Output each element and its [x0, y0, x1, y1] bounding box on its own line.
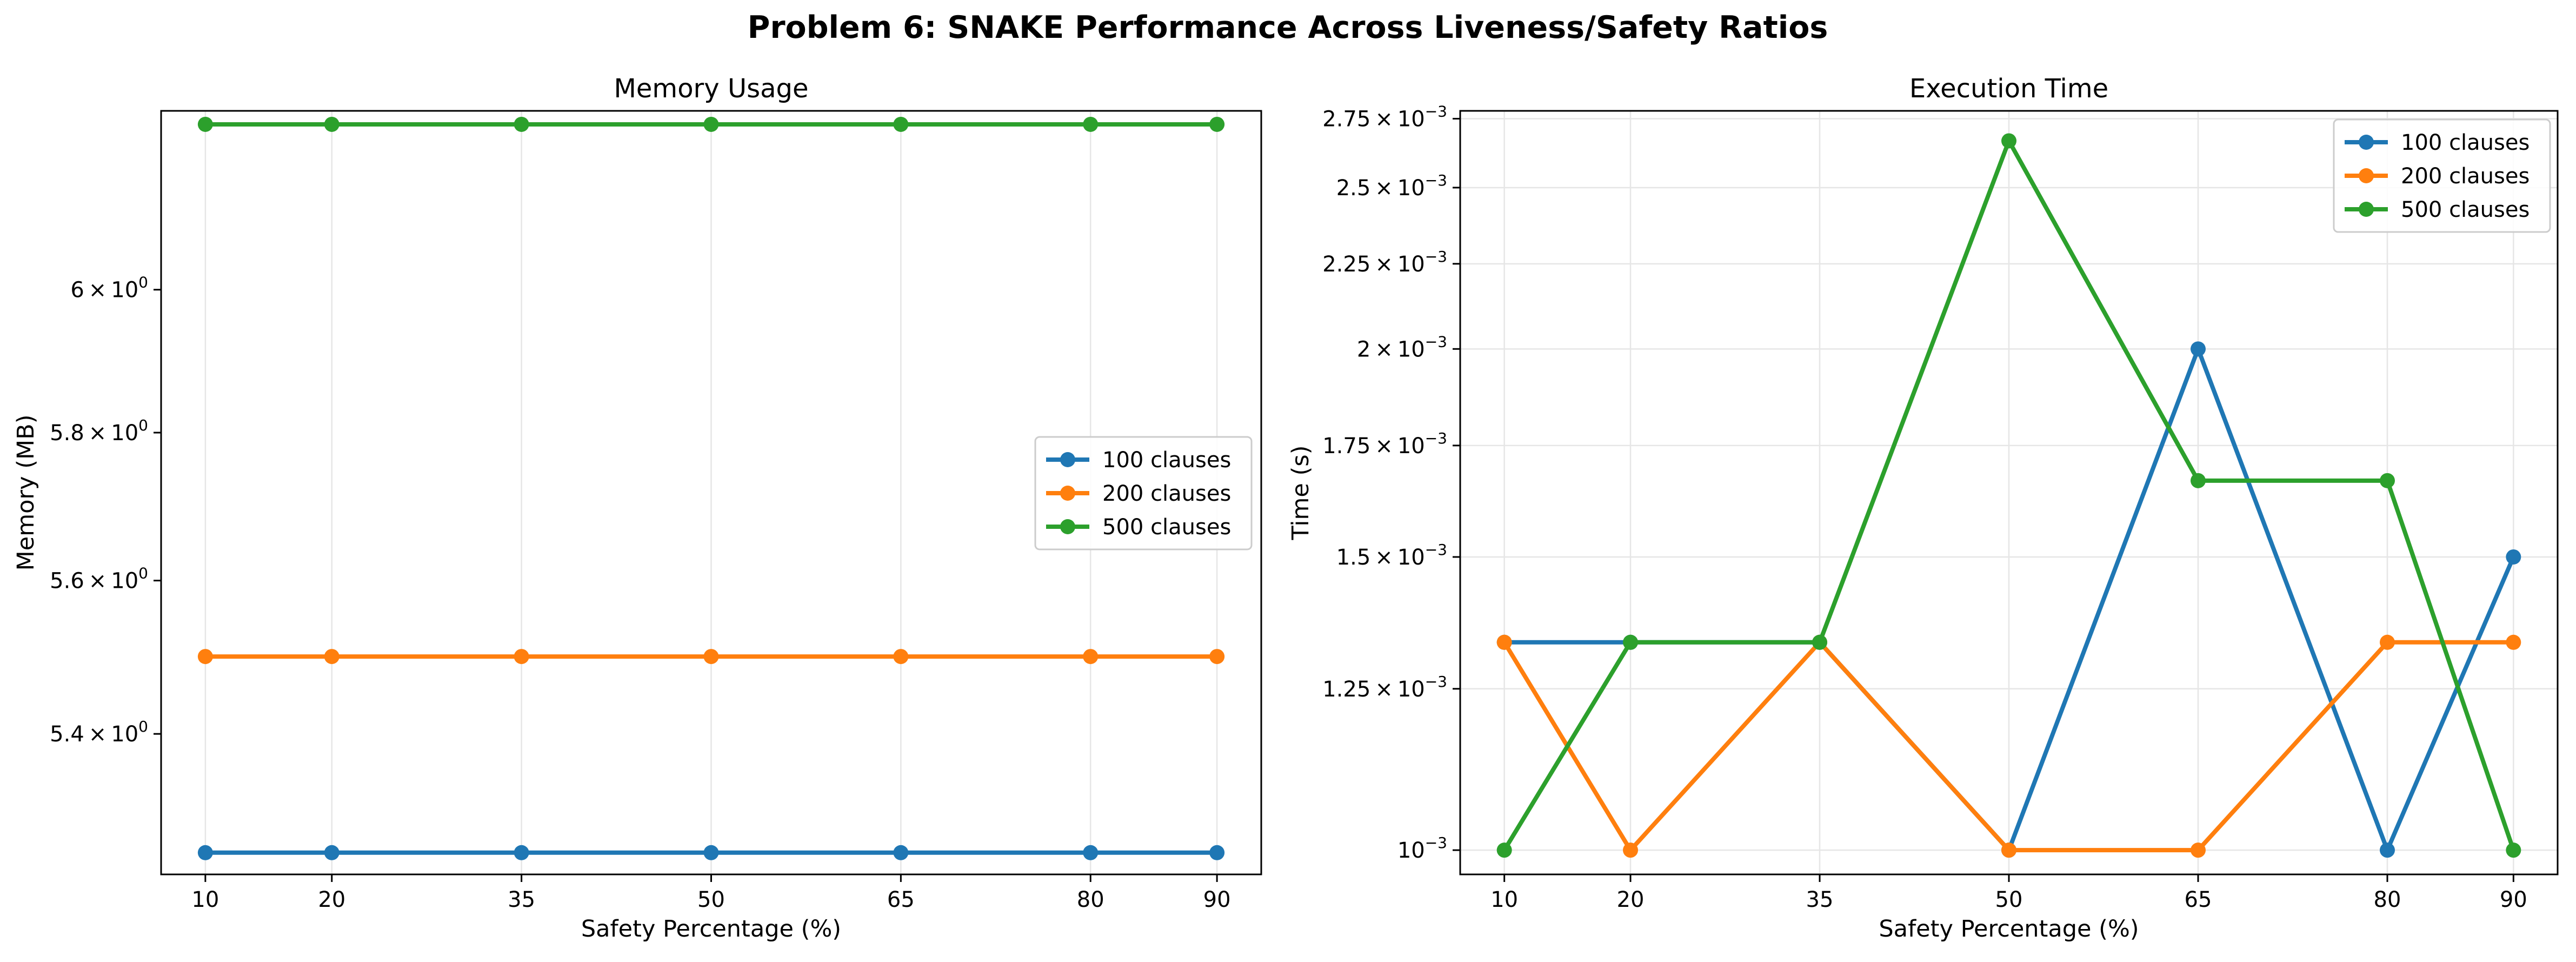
- x-tick-label: 35: [508, 887, 535, 912]
- data-point: [324, 845, 340, 860]
- data-point: [1496, 634, 1512, 650]
- data-point: [2191, 473, 2206, 488]
- y-tick-label: 1.5 × 10−3: [1336, 541, 1447, 570]
- data-point: [197, 116, 213, 132]
- data-point: [197, 845, 213, 860]
- data-point: [2506, 842, 2521, 858]
- data-point: [893, 116, 909, 132]
- data-point: [1083, 649, 1099, 665]
- data-point: [703, 649, 719, 665]
- legend-box: [1034, 436, 1253, 550]
- data-point: [1083, 845, 1099, 860]
- x-tick-label: 90: [1203, 887, 1231, 912]
- legend-swatch-marker: [1060, 452, 1075, 467]
- legend-swatch-marker: [2359, 202, 2374, 217]
- legend-entry: 500 clauses: [2401, 197, 2530, 222]
- data-point: [2191, 842, 2206, 858]
- data-point: [324, 649, 340, 665]
- y-tick-label: 5.6 × 100: [50, 565, 148, 594]
- data-point: [2506, 634, 2521, 650]
- y-tick-label: 5.4 × 100: [50, 718, 148, 747]
- data-point: [1623, 842, 1638, 858]
- data-point: [1496, 842, 1512, 858]
- data-point: [514, 845, 529, 860]
- data-point: [1812, 634, 1827, 650]
- legend: 100 clauses 200 clauses 500 clauses: [2333, 118, 2551, 233]
- x-tick-label: 35: [1806, 887, 1834, 912]
- data-point: [2380, 842, 2395, 858]
- figure-title: Problem 6: SNAKE Performance Across Live…: [748, 10, 1828, 45]
- data-point: [703, 845, 719, 860]
- data-point: [1209, 116, 1225, 132]
- legend-entry: 200 clauses: [2401, 164, 2530, 189]
- data-point: [1209, 845, 1225, 860]
- legend-swatch-marker: [2359, 135, 2374, 150]
- x-tick-label: 65: [2185, 887, 2212, 912]
- data-point: [893, 649, 909, 665]
- chart-title: Execution Time: [1909, 74, 2108, 104]
- data-point: [2380, 473, 2395, 488]
- y-tick-label: 2.75 × 10−3: [1322, 103, 1447, 132]
- y-axis-label: Memory (MB): [12, 415, 39, 571]
- data-point: [1083, 116, 1099, 132]
- legend-entry: 500 clauses: [1102, 515, 1231, 540]
- legend-box: [2333, 118, 2551, 233]
- legend-entry: 100 clauses: [2401, 130, 2530, 155]
- y-tick-label: 2.5 × 10−3: [1336, 171, 1447, 201]
- data-point: [703, 116, 719, 132]
- x-tick-label: 10: [1490, 887, 1518, 912]
- legend-swatch-marker: [2359, 168, 2374, 183]
- y-tick-label: 5.8 × 100: [50, 416, 148, 446]
- x-tick-label: 10: [191, 887, 219, 912]
- data-point: [1209, 649, 1225, 665]
- x-tick-label: 20: [1617, 887, 1645, 912]
- legend-entry: 200 clauses: [1102, 481, 1231, 506]
- x-tick-label: 50: [1995, 887, 2023, 912]
- x-tick-label: 20: [318, 887, 345, 912]
- x-tick-label: 65: [887, 887, 915, 912]
- data-point: [514, 116, 529, 132]
- y-tick-label: 10−3: [1397, 834, 1447, 863]
- chart-title: Memory Usage: [614, 74, 808, 104]
- x-axis-label: Safety Percentage (%): [1879, 915, 2139, 943]
- data-point: [1623, 634, 1638, 650]
- data-point: [2191, 341, 2206, 357]
- y-tick-label: 6 × 100: [70, 274, 148, 303]
- data-point: [514, 649, 529, 665]
- y-tick-label: 1.75 × 10−3: [1322, 429, 1447, 459]
- legend-swatch-marker: [1060, 519, 1075, 534]
- data-point: [2380, 634, 2395, 650]
- x-tick-label: 50: [697, 887, 725, 912]
- legend-entry: 100 clauses: [1102, 448, 1231, 473]
- data-point: [324, 116, 340, 132]
- y-axis-label: Time (s): [1287, 446, 1314, 541]
- memory-usage-chart: Memory Usage 10 20 35 50 65 80 90 5.4 × 100 5.6 ×…: [12, 74, 1262, 943]
- data-point: [2001, 842, 2016, 858]
- x-tick-label: 80: [2374, 887, 2401, 912]
- legend-swatch-marker: [1060, 486, 1075, 501]
- legend: 100 clauses 200 clauses 500 clauses: [1034, 436, 1253, 550]
- y-tick-label: 1.25 × 10−3: [1322, 673, 1447, 702]
- y-tick-label: 2.25 × 10−3: [1322, 248, 1447, 277]
- x-axis-label: Safety Percentage (%): [581, 915, 841, 943]
- data-point: [2506, 549, 2521, 565]
- data-point: [197, 649, 213, 665]
- data-point: [893, 845, 909, 860]
- data-point: [2001, 133, 2016, 149]
- x-tick-label: 80: [1077, 887, 1104, 912]
- execution-time-chart: Execution Time 10 20 35 50 65 80 90 10−3 1.25 × 1…: [1287, 74, 2559, 943]
- x-tick-label: 90: [2500, 887, 2527, 912]
- y-tick-label: 2 × 10−3: [1357, 333, 1447, 362]
